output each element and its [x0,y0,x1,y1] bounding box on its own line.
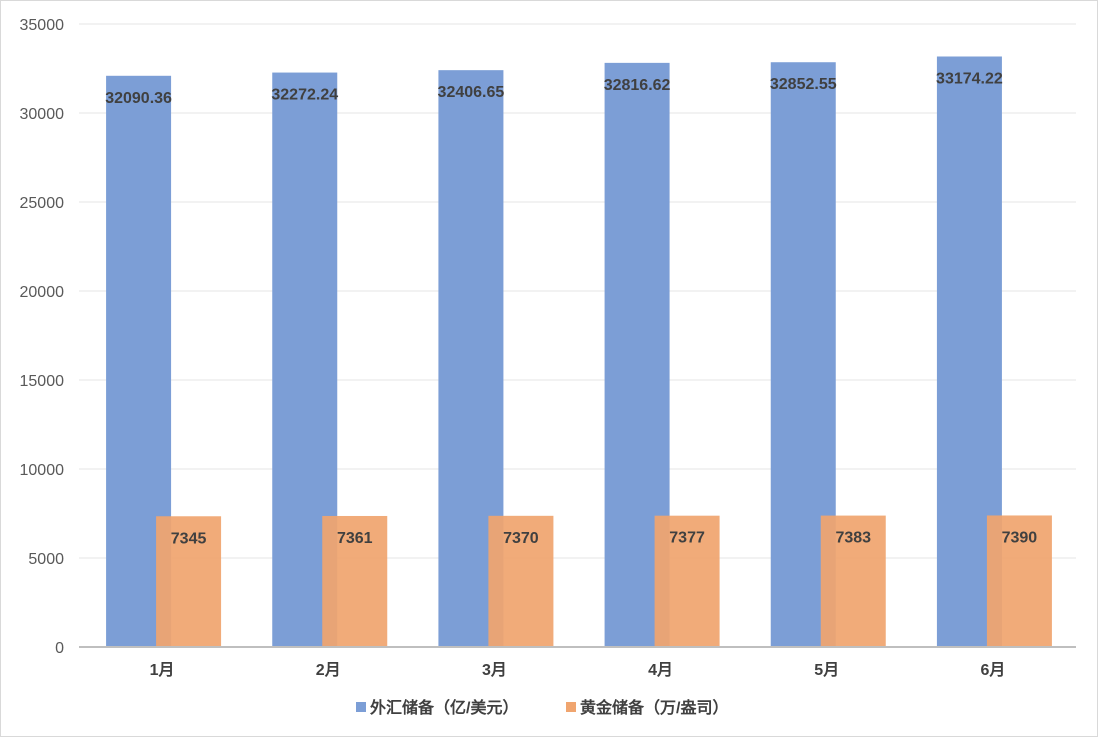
y-tick-label: 25000 [20,195,65,212]
x-tick-label: 4月 [648,661,673,679]
data-label-gold: 7345 [171,530,207,547]
y-tick-label: 35000 [20,17,65,34]
y-tick-label: 10000 [20,462,65,479]
x-tick-label: 1月 [150,661,175,679]
data-label-forex: 32852.55 [770,76,837,93]
y-tick-label: 20000 [20,284,65,301]
data-label-forex: 33174.22 [936,70,1003,87]
data-label-gold: 7383 [835,530,871,547]
legend-swatch [566,702,576,712]
bar-gold [156,516,222,647]
data-label-gold: 7390 [1002,529,1038,546]
bar-gold [654,515,720,647]
bars [106,56,1052,648]
data-label-forex: 32090.36 [105,90,172,107]
bar-gold [488,515,554,647]
x-tick-label: 6月 [980,661,1005,679]
y-tick-label: 5000 [28,551,64,568]
gridlines [79,23,1076,559]
legend-label: 黄金储备（万/盎司） [580,698,728,717]
legend-label: 外汇储备（亿/美元） [369,698,518,717]
data-label-gold: 7370 [503,530,539,547]
x-tick-label: 3月 [482,661,507,679]
x-axis-labels: 1月 2月 3月 4月 5月 6月 [150,661,1006,679]
data-label-gold: 7361 [337,530,373,547]
x-tick-label: 5月 [814,661,839,679]
legend: 外汇储备（亿/美元） 黄金储备（万/盎司） [356,698,728,717]
data-label-forex: 32816.62 [604,77,671,94]
y-tick-label: 30000 [20,106,65,123]
data-label-gold: 7377 [669,530,705,547]
y-tick-label: 0 [55,640,64,657]
data-labels: 32090.36 7345 32272.24 7361 32406.65 7370 3281… [105,70,1037,547]
bar-gold [322,515,388,647]
bar-gold [820,515,886,647]
legend-swatch [356,702,366,712]
data-label-forex: 32406.65 [438,84,505,101]
data-label-forex: 32272.24 [271,87,338,104]
y-tick-label: 15000 [20,373,65,390]
bar-gold [986,515,1052,647]
y-axis-ticks: 0 5000 10000 15000 20000 25000 30000 35000 [20,17,65,657]
x-tick-label: 2月 [316,661,341,679]
